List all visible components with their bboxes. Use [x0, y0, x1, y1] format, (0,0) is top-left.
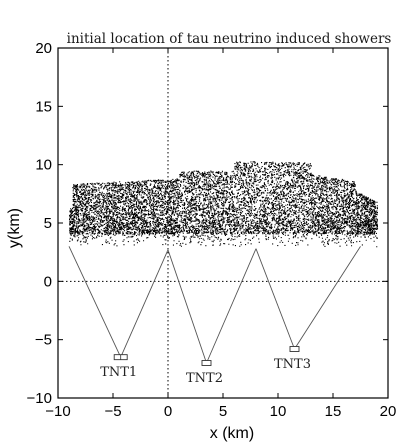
x-tick-label: −10: [45, 403, 70, 420]
detector-fov-line: [120, 249, 169, 358]
y-tick-label: 20: [35, 40, 52, 57]
detector-fields-of-view: [68, 246, 361, 364]
detector-marker: [201, 360, 212, 366]
y-tick-label: 0: [44, 273, 52, 290]
detector-fov-line: [255, 248, 295, 350]
detector-label: TNT2: [186, 371, 223, 386]
detector-marker: [289, 346, 300, 352]
shower-point-cloud: [69, 161, 379, 248]
y-tick-label: 5: [44, 215, 52, 232]
x-tick-label: −5: [104, 403, 121, 420]
detector-fov-line: [68, 246, 122, 358]
y-tick-label: −10: [27, 390, 52, 407]
y-axis-label: y(km): [6, 208, 23, 248]
detectors: TNT1 TNT2 TNT3: [100, 346, 311, 386]
detector-fov-line: [167, 249, 207, 364]
y-tick-label: 15: [35, 98, 52, 115]
reference-lines: [58, 48, 388, 398]
x-tick-label: 15: [325, 403, 342, 420]
x-axis-label: x (km): [210, 425, 254, 442]
y-tick-label: 10: [35, 157, 52, 174]
axis-ticks: −10 −5 0 5 10 15 20 −10 −5 0 5 10 15 20: [27, 40, 397, 420]
y-tick-label: −5: [35, 332, 52, 349]
x-tick-label: 0: [164, 403, 172, 420]
detector-label: TNT3: [274, 357, 311, 372]
detector-label: TNT1: [100, 365, 137, 380]
x-tick-label: 10: [270, 403, 287, 420]
chart-title: initial location of tau neutrino induced…: [67, 31, 392, 47]
x-tick-label: 5: [219, 403, 227, 420]
detector-fov-line: [206, 248, 257, 364]
x-tick-label: 20: [380, 403, 397, 420]
shower-points: [69, 161, 379, 248]
detector-fov-line: [294, 246, 361, 350]
